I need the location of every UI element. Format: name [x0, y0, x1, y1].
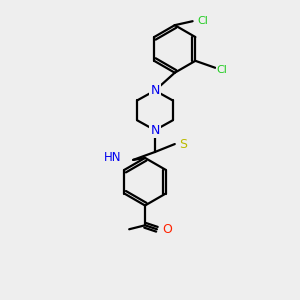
Text: N: N [150, 84, 160, 97]
Text: N: N [150, 124, 160, 137]
Text: Cl: Cl [217, 65, 227, 75]
Text: Cl: Cl [197, 16, 208, 26]
Text: O: O [162, 223, 172, 236]
Text: S: S [179, 138, 187, 151]
Text: HN: HN [104, 152, 121, 164]
